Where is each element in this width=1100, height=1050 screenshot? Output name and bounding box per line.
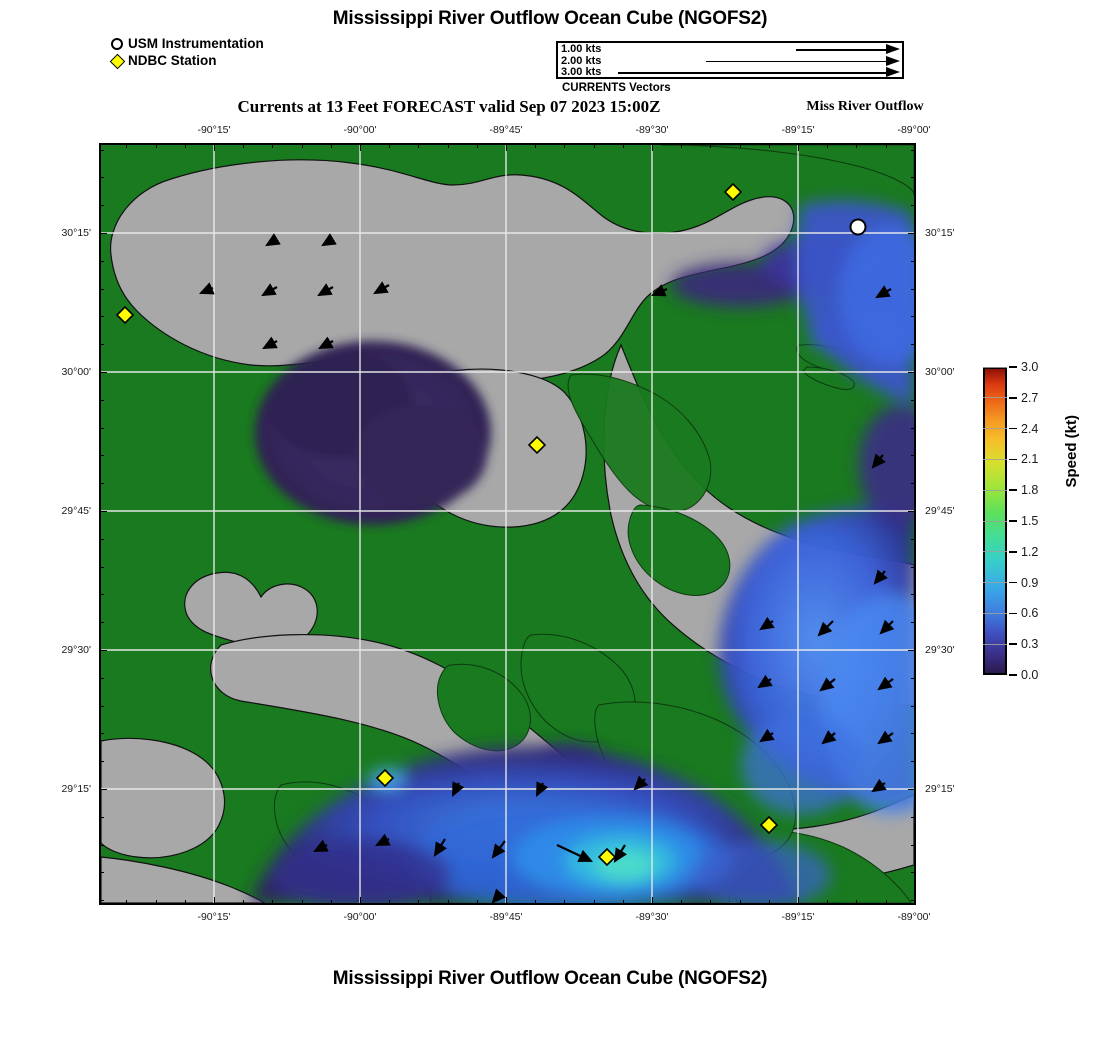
x-axis-label-top-5: -89°00' [897, 124, 931, 136]
colorbar-tick-label-5: 1.5 [1021, 514, 1039, 528]
chart-subtitle: Currents at 13 Feet FORECAST valid Sep 0… [237, 97, 661, 116]
colorbar-tick-2 [1009, 612, 1017, 615]
colorbar-gridline-7 [983, 458, 1007, 460]
map-plot-area[interactable] [99, 143, 916, 905]
colorbar-tick-label-10: 3.0 [1021, 360, 1039, 374]
vector-key-arrowhead-1 [886, 44, 900, 54]
x-axis-label-bottom-2: -89°45' [489, 911, 523, 923]
colorbar-gridline-5 [983, 520, 1007, 522]
vector-key-line-3 [618, 72, 886, 74]
colorbar-gridline-10 [983, 366, 1007, 368]
x-axis-label-top-3: -89°30' [635, 124, 669, 136]
legend-label-ndbc: NDBC Station [128, 53, 217, 68]
colorbar-tick-1 [1009, 643, 1017, 645]
legend-item-ndbc: NDBC Station [109, 53, 264, 69]
vector-key-line-1 [796, 49, 886, 51]
footer-title: Mississippi River Outflow Ocean Cube (NG… [332, 968, 768, 989]
y-axis-label-left-3: 29°30' [61, 644, 91, 656]
colorbar-tick-4 [1009, 551, 1017, 553]
vector-key-row-3: 3.00 kts [558, 66, 902, 79]
legend-item-usm: USM Instrumentation [110, 36, 264, 52]
x-axis-label-top-4: -89°15' [781, 124, 815, 136]
colorbar-gridline-6 [983, 489, 1007, 491]
colorbar-gridline-2 [983, 612, 1007, 614]
colorbar-tick-label-8: 2.4 [1021, 421, 1039, 436]
x-axis-label-bottom-3: -89°30' [635, 911, 669, 923]
vector-key-label-3: 3.00 kts [561, 66, 602, 78]
colorbar-tick-label-2: 0.6 [1021, 606, 1039, 621]
circle-marker-icon [110, 37, 124, 51]
vector-key-line-2 [706, 60, 886, 62]
vector-key-row-1: 1.00 kts [558, 43, 902, 56]
colorbar-tick-7 [1009, 458, 1017, 461]
x-axis-label-top-1: -90°00' [343, 124, 377, 136]
page-title: Mississippi River Outflow Ocean Cube (NG… [332, 8, 768, 29]
colorbar-tick-5 [1009, 520, 1017, 522]
colorbar-tick-label-9: 2.7 [1021, 390, 1039, 405]
colorbar-gridline-9 [983, 397, 1007, 399]
colorbar-tick-label-1: 0.3 [1021, 637, 1039, 652]
colorbar-tick-0 [1009, 674, 1017, 676]
colorbar-tick-label-4: 1.2 [1021, 544, 1039, 559]
x-axis-label-bottom-5: -89°00' [897, 911, 931, 923]
colorbar-gridline-4 [983, 551, 1007, 553]
current-vector-field [198, 233, 895, 903]
y-axis-label-right-4: 29°15' [925, 783, 955, 795]
colorbar-gridline-1 [983, 643, 1007, 645]
colorbar-group: 0.0 0.3 0.6 0.9 1.2 1.5 1.8 2.1 2.4 2.7 3.0 Speed … [975, 355, 1100, 695]
vector-key-label-1: 1.00 kts [561, 43, 602, 55]
vector-key-label-2: 2.00 kts [561, 54, 602, 67]
map-raster [101, 145, 914, 903]
y-axis-label-left-1: 30°00' [61, 366, 91, 378]
x-axis-label-top-0: -90°15' [197, 124, 231, 136]
colorbar-tick-10 [1009, 366, 1017, 368]
legend-label-usm: USM Instrumentation [128, 36, 264, 51]
diamond-marker-icon [109, 53, 125, 69]
x-axis-label-bottom-0: -90°15' [197, 911, 231, 923]
colorbar-axis-title: Speed (kt) [1063, 415, 1080, 488]
x-axis-label-bottom-1: -90°00' [343, 911, 377, 923]
colorbar-gridline-3 [983, 582, 1007, 584]
x-axis-label-top-2: -89°45' [489, 124, 523, 136]
x-axis-label-bottom-4: -89°15' [781, 911, 815, 923]
colorbar-tick-8 [1009, 427, 1017, 430]
y-axis-label-left-4: 29°15' [61, 783, 91, 795]
vector-key-caption: CURRENTS Vectors [562, 82, 671, 94]
y-axis-label-left-2: 29°45' [61, 505, 91, 517]
station-legend: USM Instrumentation NDBC Station [109, 36, 264, 70]
colorbar-tick-3 [1009, 581, 1017, 584]
colorbar-tick-6 [1009, 489, 1017, 491]
y-axis-label-left-0: 30°15' [61, 227, 91, 239]
outflow-annotation: Miss River Outflow [806, 99, 924, 114]
y-axis-label-right-0: 30°15' [925, 227, 955, 239]
vector-key-row-2: 2.00 kts [558, 54, 902, 68]
vector-key-arrowhead-2 [886, 55, 900, 66]
colorbar-tick-label-0: 0.0 [1021, 668, 1039, 682]
colorbar-tick-label-6: 1.8 [1021, 483, 1039, 498]
colorbar-tick-label-7: 2.1 [1021, 452, 1039, 467]
vector-key-arrowhead-3 [886, 67, 900, 77]
station-markers [115, 182, 867, 867]
colorbar-tick-9 [1009, 397, 1017, 399]
colorbar-gridline-8 [983, 428, 1007, 430]
currents-vector-key: 1.00 kts 2.00 kts 3.00 kts [556, 41, 904, 79]
colorbar-tick-label-3: 0.9 [1021, 575, 1039, 590]
